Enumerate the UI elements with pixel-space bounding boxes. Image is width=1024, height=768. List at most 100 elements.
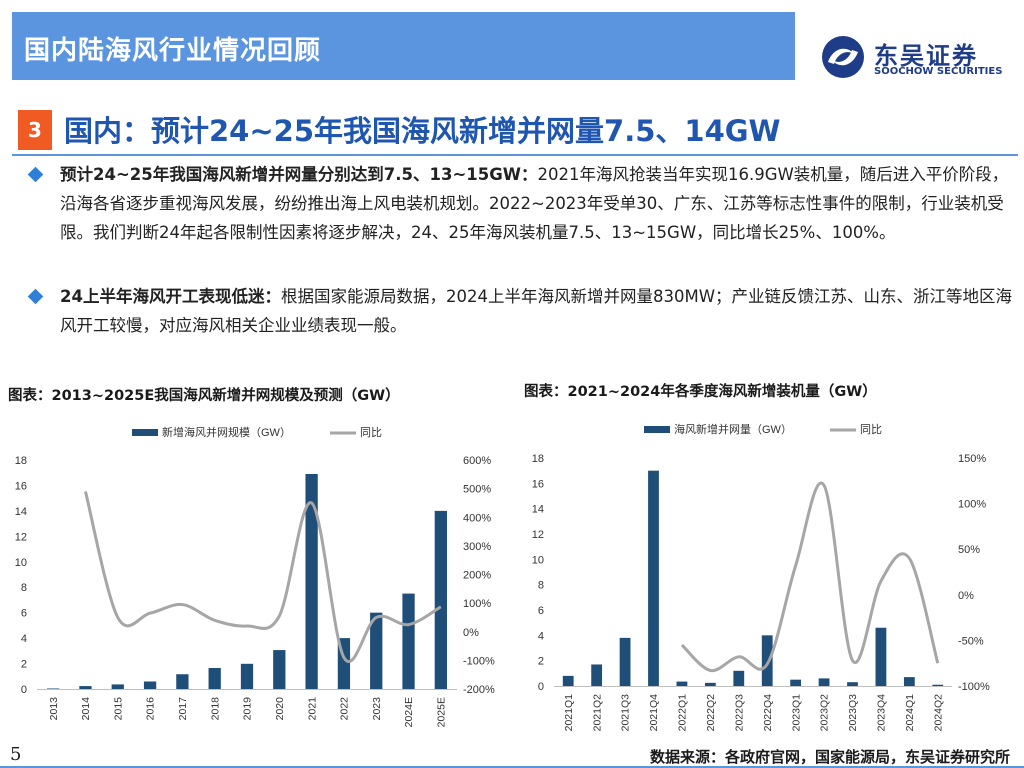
y-right-tick-label: 0% bbox=[958, 590, 974, 602]
x-tick-label: 2022Q4 bbox=[762, 694, 774, 732]
x-tick-label: 2018 bbox=[209, 697, 221, 721]
legend-bar-swatch bbox=[644, 426, 670, 433]
x-tick-label: 2025E bbox=[436, 697, 448, 727]
bullet-item: 24上半年海风开工表现低迷：根据国家能源局数据，2024上半年海风新增并网量83… bbox=[27, 282, 1016, 340]
page-number: 5 bbox=[10, 744, 22, 765]
x-tick-label: 2021Q4 bbox=[648, 694, 660, 732]
bullet-heading: 24上半年海风开工表现低迷： bbox=[60, 287, 281, 306]
y-right-tick-label: -50% bbox=[958, 635, 984, 647]
yoy-line bbox=[680, 481, 940, 673]
x-tick-label: 2021Q3 bbox=[620, 694, 632, 732]
section-title: 国内：预计24~25年我国海风新增并网量7.5、14GW bbox=[64, 114, 781, 148]
y-right-tick-label: -100% bbox=[958, 681, 990, 693]
y-left-tick-label: 0 bbox=[538, 681, 544, 693]
quarterly-offshore-wind-chart: 海风新增并网量（GW） 同比 0 2 4 6 8 10 12 14 16 18 -100% -50% 0% 5… bbox=[532, 422, 990, 732]
x-tick-label: 2013 bbox=[48, 697, 60, 721]
bar-2021Q1 bbox=[562, 675, 574, 686]
bar-2017 bbox=[176, 674, 189, 689]
bar-2021Q2 bbox=[591, 664, 603, 686]
bar-2023Q4 bbox=[875, 627, 887, 686]
y-left-tick-label: 18 bbox=[15, 455, 27, 467]
x-tick-label: 2022Q1 bbox=[677, 694, 689, 732]
chart-caption-quarterly: 图表：2021~2024年各季度海风新增装机量（GW） bbox=[524, 384, 877, 400]
y-right-tick-label: 0% bbox=[463, 627, 479, 639]
x-tick-label: 2023Q4 bbox=[876, 694, 888, 732]
y-right-tick-label: -200% bbox=[463, 684, 495, 696]
section-number-badge: 3 bbox=[18, 110, 52, 150]
x-tick-label: 2021 bbox=[306, 697, 318, 721]
y-left-tick-label: 0 bbox=[21, 684, 27, 696]
y-right-tick-label: 100% bbox=[958, 499, 986, 511]
y-left-tick-label: 16 bbox=[532, 478, 544, 490]
y-left-tick-label: 6 bbox=[538, 605, 544, 617]
x-tick-label: 2015 bbox=[112, 697, 124, 721]
bar-2023Q2 bbox=[818, 678, 830, 686]
x-tick-label: 2024E bbox=[403, 697, 415, 727]
legend-line-label: 同比 bbox=[360, 426, 382, 439]
footer-divider bbox=[0, 766, 1024, 768]
y-left-tick-label: 2 bbox=[21, 659, 27, 671]
legend-bar-label: 新增海风并网规模（GW） bbox=[162, 425, 291, 439]
logo-chinese-name: 东吴证券 bbox=[874, 42, 978, 70]
y-left-tick-label: 18 bbox=[532, 453, 544, 465]
x-tick-label: 2023 bbox=[371, 697, 383, 721]
bar-2021Q4 bbox=[648, 470, 659, 686]
y-right-tick-label: 200% bbox=[463, 570, 491, 582]
y-left-tick-label: 14 bbox=[15, 506, 27, 518]
y-left-tick-label: 10 bbox=[15, 557, 27, 569]
y-left-tick-label: 12 bbox=[532, 529, 544, 541]
y-left-tick-label: 8 bbox=[538, 580, 544, 592]
bar-2015 bbox=[111, 684, 124, 689]
y-left-tick-label: 4 bbox=[538, 630, 544, 642]
x-tick-label: 2016 bbox=[145, 697, 157, 721]
y-right-tick-label: 100% bbox=[463, 598, 491, 610]
bullet-item: 预计24~25年我国海风新增并网量分别达到7.5、13~15GW：2021年海风… bbox=[27, 160, 1016, 247]
annual-offshore-wind-chart: 新增海风并网规模（GW） 同比 0 2 4 6 8 10 12 14 16 18 -200% -100% 0… bbox=[15, 425, 495, 727]
bar-2024Q2 bbox=[932, 684, 944, 686]
bar-2024E bbox=[402, 593, 415, 689]
data-source: 数据来源：各政府官网，国家能源局，东吴证券研究所 bbox=[649, 748, 1010, 766]
y-right-tick-label: 300% bbox=[463, 541, 491, 553]
x-tick-label: 2017 bbox=[177, 697, 189, 721]
legend-bar-swatch bbox=[132, 429, 158, 436]
y-right-tick-label: 600% bbox=[463, 455, 491, 467]
y-right-tick-label: 400% bbox=[463, 512, 491, 524]
y-right-tick-label: 500% bbox=[463, 484, 491, 496]
x-tick-label: 2023Q2 bbox=[819, 694, 831, 732]
x-tick-label: 2023Q1 bbox=[790, 694, 802, 732]
x-tick-label: 2023Q3 bbox=[847, 694, 859, 732]
x-tick-label: 2024Q1 bbox=[904, 694, 916, 732]
y-right-tick-label: -100% bbox=[463, 655, 495, 667]
x-tick-label: 2019 bbox=[242, 697, 254, 721]
title-bar: 国内陆海风行业情况回顾 bbox=[12, 12, 795, 80]
bar-2020 bbox=[273, 650, 286, 689]
page-title: 国内陆海风行业情况回顾 bbox=[24, 36, 322, 66]
company-logo: 东吴证券 SOOCHOW SECURITIES bbox=[818, 34, 1018, 80]
bar-2023 bbox=[370, 612, 383, 689]
y-left-tick-label: 8 bbox=[21, 582, 27, 594]
x-tick-label: 2021Q2 bbox=[591, 694, 603, 732]
y-left-tick-label: 14 bbox=[532, 504, 544, 516]
y-left-tick-label: 2 bbox=[538, 656, 544, 668]
section-divider bbox=[12, 154, 1018, 156]
y-left-tick-label: 12 bbox=[15, 531, 27, 543]
bar-2018 bbox=[208, 668, 221, 689]
y-left-tick-label: 4 bbox=[21, 633, 27, 645]
x-tick-label: 2014 bbox=[80, 697, 92, 721]
bar-2013 bbox=[47, 688, 60, 689]
soochow-logo-icon bbox=[822, 36, 864, 78]
bar-2022Q3 bbox=[733, 670, 745, 686]
bar-2021 bbox=[305, 473, 318, 689]
bullet-text: 根据国家能源局数据，2024上半年海风新增并网量830MW；产业链反馈江苏、山东… bbox=[60, 287, 1013, 335]
bar-2023Q3 bbox=[847, 682, 858, 686]
bar-2025E bbox=[434, 510, 447, 689]
x-tick-label: 2020 bbox=[274, 697, 286, 721]
x-tick-label: 2021Q1 bbox=[563, 694, 575, 732]
yoy-line bbox=[84, 491, 442, 663]
bar-2021Q3 bbox=[619, 637, 631, 686]
bar-2016 bbox=[143, 681, 157, 689]
bar-2024Q1 bbox=[903, 677, 915, 686]
logo-english-name: SOOCHOW SECURITIES bbox=[874, 66, 1003, 77]
bar-2022Q4 bbox=[761, 635, 773, 686]
bar-2019 bbox=[240, 663, 254, 689]
